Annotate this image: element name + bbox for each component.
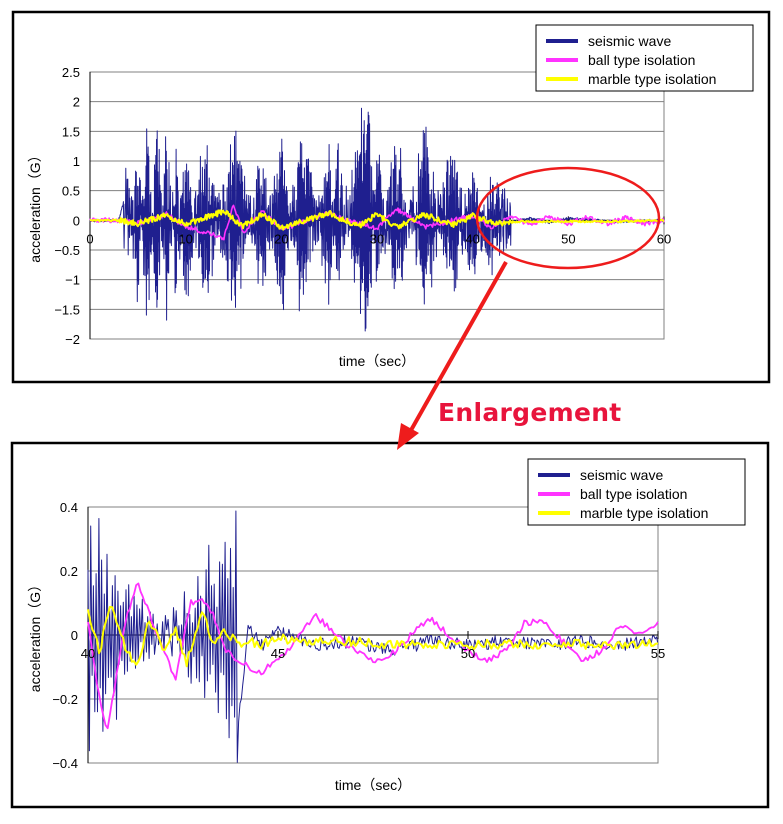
enlargement-label: Enlargement — [438, 398, 622, 427]
y-tick-label: −1.5 — [54, 302, 80, 317]
series-line-ball — [87, 582, 659, 730]
y-tick-label: −0.5 — [54, 243, 80, 258]
y-tick-label: 0 — [73, 213, 80, 228]
x-tick-label: 40 — [81, 646, 95, 661]
y-tick-label: −1 — [65, 273, 80, 288]
y-tick-label: 0.2 — [60, 564, 78, 579]
legend-label-seismic: seismic wave — [588, 33, 671, 49]
y-tick-label: −0.4 — [52, 756, 78, 771]
legend-label-ball: ball type isolation — [588, 52, 695, 68]
chart-2: 0.4 0.2 0 −0.2 −0.4 40 45 50 55 time（sec） accelera… — [10, 441, 770, 809]
highlight-ellipse — [475, 166, 661, 270]
x-tick-label: 50 — [561, 231, 575, 246]
enlargement-arrow — [408, 261, 508, 433]
x-tick-label: 30 — [370, 231, 384, 246]
x-axis-label: time（sec） — [339, 353, 415, 369]
x-tick-label: 10 — [178, 231, 192, 246]
y-axis-label: acceleration（G） — [27, 578, 43, 692]
y-axis-label: acceleration（G） — [27, 148, 43, 262]
enlargement-arrowhead — [397, 423, 419, 450]
y-tick-label: 2 — [73, 95, 80, 110]
series-line-ball — [89, 204, 665, 241]
legend: seismic wave ball type isolation marble ty… — [535, 24, 754, 92]
x-tick-label: 45 — [271, 646, 285, 661]
x-tick-label: 40 — [465, 231, 479, 246]
y-tick-label: 1 — [73, 154, 80, 169]
x-tick-label: 60 — [657, 231, 671, 246]
x-tick-label: 50 — [461, 646, 475, 661]
legend-label-marble: marble type isolation — [580, 505, 708, 521]
series-line-marble — [89, 209, 665, 231]
x-axis-label: time（sec） — [335, 777, 411, 793]
y-tick-label: 1.5 — [62, 124, 80, 139]
y-tick-label: 2.5 — [62, 65, 80, 80]
chart-1: 2.5 2 1.5 1 0.5 0 −0.5 −1 −1.5 −2 0 10 20 30 40 50 60 tim… — [11, 10, 771, 384]
legend: seismic wave ball type isolation marble ty… — [527, 458, 746, 526]
y-tick-label: 0.5 — [62, 184, 80, 199]
x-tick-label: 55 — [651, 646, 665, 661]
y-tick-label: 0 — [71, 628, 78, 643]
x-tick-label: 0 — [86, 231, 93, 246]
legend-label-ball: ball type isolation — [580, 486, 687, 502]
series-line-seismic — [89, 107, 665, 332]
y-tick-label: −2 — [65, 332, 80, 347]
x-tick-label: 20 — [274, 231, 288, 246]
y-tick-label: 0.4 — [60, 500, 78, 515]
legend-label-marble: marble type isolation — [588, 71, 716, 87]
legend-label-seismic: seismic wave — [580, 467, 663, 483]
y-tick-label: −0.2 — [52, 692, 78, 707]
series-line-marble — [87, 605, 659, 668]
